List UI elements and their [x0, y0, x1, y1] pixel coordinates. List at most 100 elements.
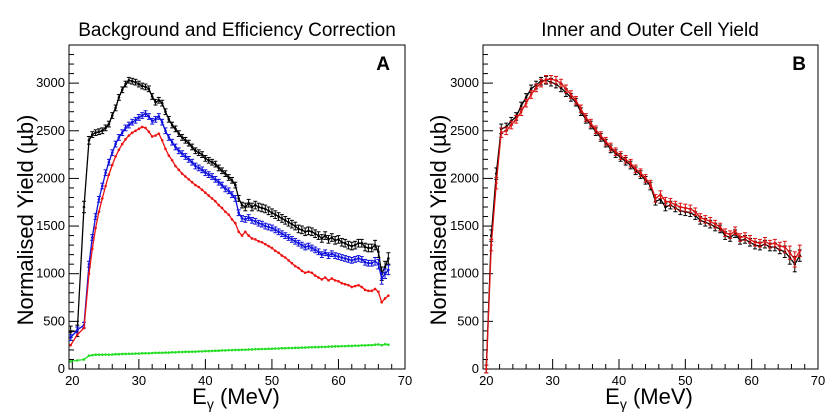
panel-b-series-red-point: [619, 154, 622, 157]
panel-a-series-green-point: [357, 344, 360, 347]
panel-a-series-blue-line: [70, 112, 389, 339]
panel-b-series-red-point: [798, 249, 802, 253]
panel-a-series-blue-point: [253, 219, 257, 223]
panel-a-series-blue-point: [373, 260, 377, 263]
panel-a-series-red-point: [283, 256, 287, 259]
panel-a-x-tick-label: 50: [265, 373, 279, 388]
panel-a-series-blue-point: [197, 166, 201, 170]
panel-a-series-black-point: [330, 236, 334, 239]
panel-a-series-green-point: [337, 345, 340, 348]
panel-a-series-green-point: [327, 345, 330, 348]
panel-a-series-black-point: [250, 205, 254, 209]
panel-a-series-blue-point: [107, 160, 111, 164]
panel-a-series-blue-point: [303, 245, 307, 249]
panel-a-series-black-point: [110, 114, 114, 117]
panel-a-x-axis-label-unit: (MeV): [214, 384, 280, 409]
panel-a-series-blue-point: [297, 241, 300, 245]
panel-a-series-red-point: [377, 290, 380, 294]
panel-a-series-green-point: [280, 346, 284, 350]
panel-a-series-black-point: [120, 88, 124, 92]
panel-b-series-red-point: [629, 161, 632, 165]
panel-a-series-green-point: [387, 343, 390, 347]
panel-a-series-green-point: [293, 346, 297, 350]
panel-a-series-black-point: [137, 82, 141, 86]
panel-b-series-black-point: [519, 104, 523, 108]
panel-a-series-green-point: [69, 360, 72, 363]
panel-a-series-black-point: [317, 234, 320, 237]
panel-b-series-black-point: [524, 96, 528, 99]
panel-a-series-blue-point: [357, 257, 360, 260]
panel-b-series-red-point: [584, 116, 588, 119]
panel-a-series-red-point: [237, 230, 240, 234]
panel-b-series-red-point: [524, 101, 528, 105]
panel-a-series-black-point: [220, 169, 224, 173]
panel-b-series-red-point: [689, 207, 692, 211]
panel-a-series-green-point: [297, 346, 300, 350]
panel-a-series-blue-point: [117, 136, 121, 139]
panel-a-series-red-point: [350, 285, 354, 289]
panel-b-series-red-point: [639, 171, 642, 174]
panel-a-y-axis-label: Normalised Yield (µb): [13, 115, 38, 326]
panel-a-series-red-point: [97, 210, 101, 214]
panel-b-y-axis-label: Normalised Yield (µb): [426, 115, 451, 326]
panel-a-series-green-point: [187, 350, 191, 354]
panel-a-series-red-point: [347, 283, 350, 287]
panel-a-series-black-point: [383, 265, 387, 269]
panel-b-series-red-point: [509, 123, 513, 127]
panel-b-series-red-point: [604, 139, 608, 143]
panel-a-series-red-point: [214, 199, 217, 203]
panel-a-series-blue-point: [187, 158, 191, 161]
panel-a-series-green-point: [290, 346, 294, 350]
panel-a-series-black-point: [104, 126, 107, 130]
panel-b-series-red-point: [559, 81, 563, 85]
panel-a-series-black-point: [363, 245, 367, 249]
panel-a-series-red-point: [187, 178, 191, 181]
panel-a-series-green-point: [224, 349, 227, 352]
panel-a-series-red-point: [140, 125, 144, 129]
panel-a-series-black-point: [313, 232, 317, 235]
panel-a-series-green-point: [164, 351, 167, 354]
panel-b-series-black-point: [664, 205, 667, 209]
panel-a-series-black-point: [224, 172, 227, 175]
panel-a-series-red-point: [177, 168, 181, 172]
panel-a-series-green-point: [303, 346, 307, 349]
panel-a-series-green-point: [270, 347, 274, 351]
panel-a: Background and Efficiency Correction Nor…: [13, 20, 412, 412]
panel-a-series-blue-point: [230, 193, 234, 196]
panel-a-series-blue-point: [380, 277, 384, 280]
panel-b-series-red-point: [684, 206, 687, 210]
panel-a-series-green-point: [76, 359, 79, 362]
panel-a-series-black-point: [387, 257, 390, 260]
panel-a-x-tick-label: 30: [132, 373, 146, 388]
panel-a-series-red-point: [220, 206, 224, 210]
panel-b-y-tick-label: 2500: [450, 123, 479, 138]
panel-a-series-green-point: [380, 343, 384, 347]
panel-a-series-blue-point: [383, 272, 387, 276]
panel-b-series-red-point: [569, 93, 573, 96]
panel-a-series-red-point: [94, 226, 97, 230]
panel-a-series-green-point: [330, 345, 334, 348]
panel-a-series-green-point: [90, 353, 94, 357]
panel-a-x-tick-label: 60: [331, 373, 345, 388]
panel-a-x-axis-label-main: E: [192, 384, 207, 409]
panel-a-series-black-point: [90, 133, 94, 136]
panel-b-series-red-point: [554, 78, 558, 82]
panel-a-series-blue-point: [170, 140, 174, 144]
panel-a-series-blue-point: [370, 261, 374, 265]
panel-a-series-red-point: [320, 278, 324, 281]
panel-a-series-black-point: [247, 201, 250, 205]
panel-b-y-tick-label: 3000: [450, 75, 479, 90]
panel-a-series-red-point: [124, 138, 127, 141]
panel-a-series-black-point: [350, 244, 354, 248]
panel-a-series-black-point: [144, 85, 147, 89]
panel-a-series-black-point: [194, 149, 197, 153]
panel-a-series-red-point: [244, 230, 247, 234]
panel-a-series-black-point: [184, 138, 187, 142]
panel-a-series-black-point: [347, 243, 350, 247]
panel-a-series-black-point: [263, 207, 267, 211]
panel-a-series-blue-point: [350, 259, 354, 262]
panel-a-series-green-point: [363, 344, 367, 347]
panel-a-series-green-point: [144, 351, 147, 355]
panel-b-x-axis-label-main: E: [605, 384, 620, 409]
panel-a-series-green-point: [320, 345, 324, 349]
